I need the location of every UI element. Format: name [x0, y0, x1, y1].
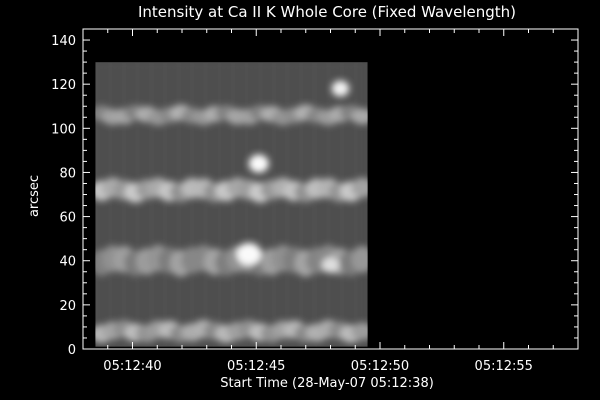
- bright-feature: [331, 80, 349, 97]
- bright-feature: [249, 154, 269, 173]
- y-tick-label: 0: [68, 343, 76, 358]
- texture-stripe: [158, 62, 162, 347]
- texture-stripe: [326, 62, 330, 347]
- texture-stripe: [186, 62, 190, 347]
- y-tick-label: 60: [59, 211, 76, 226]
- y-tick-label: 40: [59, 255, 76, 270]
- bright-feature: [322, 257, 339, 273]
- texture-stripe: [263, 62, 267, 347]
- texture-stripe: [163, 62, 167, 347]
- x-tick-label: 05:12:45: [227, 359, 285, 374]
- texture-stripe: [254, 62, 258, 347]
- texture-stripe: [317, 62, 321, 347]
- texture-stripe: [199, 62, 203, 347]
- texture-stripe: [313, 62, 317, 347]
- intensity-image: [95, 62, 368, 347]
- x-tick-label: 05:12:55: [475, 359, 533, 374]
- texture-stripe: [276, 62, 280, 347]
- texture-stripe: [240, 62, 244, 347]
- bright-feature: [236, 243, 261, 266]
- texture-stripe: [136, 62, 140, 347]
- texture-stripe: [258, 62, 262, 347]
- chart-title: Intensity at Ca II K Whole Core (Fixed W…: [138, 3, 516, 21]
- y-axis-label: arcsec: [27, 175, 42, 217]
- texture-stripe: [322, 62, 326, 347]
- texture-stripe: [290, 62, 294, 347]
- y-tick-label: 120: [51, 78, 76, 93]
- texture-stripe: [331, 62, 335, 347]
- texture-stripe: [172, 62, 176, 347]
- texture-stripe: [304, 62, 308, 347]
- texture-stripe: [208, 62, 212, 347]
- texture-stripe: [154, 62, 158, 347]
- texture-stripe: [249, 62, 253, 347]
- texture-stripe: [281, 62, 285, 347]
- texture-stripe: [149, 62, 153, 347]
- texture-stripe: [108, 62, 112, 347]
- texture-stripe: [344, 62, 348, 347]
- texture-stripe: [236, 62, 240, 347]
- texture-stripe: [299, 62, 303, 347]
- texture-stripe: [145, 62, 149, 347]
- y-axis: 0 20 40 60 80 100 120 140: [51, 28, 578, 358]
- texture-stripe: [140, 62, 144, 347]
- texture-stripe: [181, 62, 185, 347]
- texture-stripe: [295, 62, 299, 347]
- texture-stripe: [217, 62, 221, 347]
- texture-stripe: [167, 62, 171, 347]
- x-tick-label: 05:12:40: [103, 359, 161, 374]
- texture-stripe: [349, 62, 353, 347]
- texture-stripe: [285, 62, 289, 347]
- y-tick-label: 20: [59, 299, 76, 314]
- texture-stripe: [127, 62, 131, 347]
- intensity-band-segment: [351, 177, 368, 198]
- x-axis: 05:12:40 05:12:45 05:12:50 05:12:55: [82, 29, 579, 374]
- y-tick-label: 100: [51, 122, 76, 137]
- texture-stripe: [104, 62, 108, 347]
- intensity-band-segment: [351, 322, 368, 341]
- texture-stripe: [231, 62, 235, 347]
- intensity-band-segment: [351, 246, 368, 273]
- texture-stripe: [354, 62, 358, 347]
- x-tick-label: 05:12:50: [351, 359, 409, 374]
- texture-stripe: [308, 62, 312, 347]
- texture-stripe: [204, 62, 208, 347]
- texture-stripe: [95, 62, 99, 347]
- texture-stripe: [226, 62, 230, 347]
- intensity-band-segment: [351, 108, 368, 125]
- texture-stripe: [99, 62, 103, 347]
- texture-stripe: [213, 62, 217, 347]
- y-tick-label: 80: [59, 166, 76, 181]
- y-tick-label: 140: [51, 34, 76, 49]
- texture-stripe: [335, 62, 339, 347]
- texture-stripe: [113, 62, 117, 347]
- texture-stripe: [363, 62, 367, 347]
- texture-stripe: [131, 62, 135, 347]
- texture-stripe: [340, 62, 344, 347]
- texture-stripe: [195, 62, 199, 347]
- texture-stripe: [358, 62, 362, 347]
- texture-stripe: [272, 62, 276, 347]
- texture-stripe: [118, 62, 122, 347]
- texture-stripe: [122, 62, 126, 347]
- texture-stripe: [267, 62, 271, 347]
- texture-stripe: [190, 62, 194, 347]
- x-axis-label: Start Time (28-May-07 05:12:38): [220, 376, 434, 391]
- texture-stripe: [177, 62, 181, 347]
- texture-stripe: [222, 62, 226, 347]
- texture-stripe: [245, 62, 249, 347]
